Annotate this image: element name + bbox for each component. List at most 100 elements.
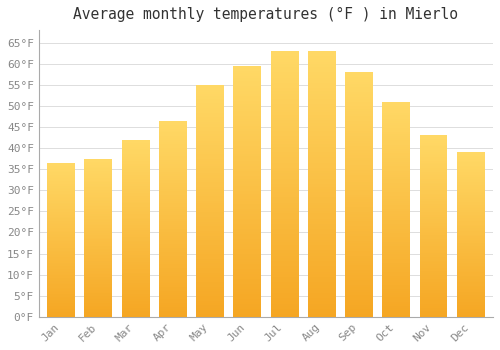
Bar	[382, 145, 410, 147]
Bar	[196, 173, 224, 175]
Bar	[420, 286, 448, 288]
Bar	[457, 261, 484, 262]
Bar	[47, 278, 75, 280]
Bar	[159, 278, 187, 280]
Bar	[196, 243, 224, 245]
Bar	[270, 158, 298, 160]
Bar	[420, 272, 448, 273]
Bar	[47, 300, 75, 301]
Bar	[420, 219, 448, 221]
Bar	[122, 207, 150, 209]
Bar	[457, 267, 484, 269]
Bar	[382, 155, 410, 158]
Bar	[270, 306, 298, 309]
Bar	[457, 284, 484, 286]
Bar	[308, 285, 336, 288]
Bar	[308, 192, 336, 195]
Bar	[345, 273, 373, 275]
Bar	[308, 62, 336, 64]
Bar	[234, 219, 262, 222]
Bar	[308, 224, 336, 226]
Bar	[308, 216, 336, 218]
Bar	[234, 66, 262, 68]
Bar	[84, 260, 112, 261]
Bar	[308, 78, 336, 80]
Bar	[270, 197, 298, 200]
Bar	[382, 119, 410, 121]
Bar	[308, 171, 336, 173]
Bar	[234, 276, 262, 279]
Bar	[270, 288, 298, 290]
Bar	[345, 106, 373, 109]
Bar	[47, 267, 75, 269]
Bar	[382, 315, 410, 317]
Bar	[457, 211, 484, 213]
Bar	[382, 291, 410, 293]
Bar	[345, 165, 373, 168]
Bar	[84, 266, 112, 268]
Bar	[382, 190, 410, 192]
Bar	[420, 288, 448, 289]
Bar	[345, 89, 373, 92]
Bar	[47, 198, 75, 200]
Bar	[308, 91, 336, 94]
Bar	[122, 253, 150, 255]
Bar	[382, 201, 410, 203]
Bar	[382, 310, 410, 313]
Bar	[159, 136, 187, 138]
Bar	[84, 253, 112, 255]
Bar	[47, 224, 75, 226]
Bar	[270, 240, 298, 243]
Bar	[420, 217, 448, 219]
Bar	[196, 178, 224, 180]
Bar	[234, 99, 262, 101]
Bar	[270, 64, 298, 67]
Bar	[196, 115, 224, 117]
Bar	[196, 308, 224, 310]
Bar	[270, 211, 298, 213]
Bar	[420, 137, 448, 139]
Bar	[345, 173, 373, 175]
Bar	[270, 102, 298, 104]
Bar	[270, 243, 298, 245]
Bar	[47, 298, 75, 300]
Bar	[457, 244, 484, 246]
Bar	[345, 155, 373, 158]
Bar	[196, 134, 224, 136]
Bar	[47, 309, 75, 311]
Bar	[122, 170, 150, 172]
Bar	[420, 224, 448, 226]
Bar	[457, 250, 484, 251]
Bar	[382, 138, 410, 140]
Bar	[196, 99, 224, 101]
Bar	[308, 128, 336, 131]
Bar	[47, 240, 75, 242]
Bar	[345, 197, 373, 199]
Bar	[345, 148, 373, 150]
Bar	[122, 209, 150, 211]
Bar	[345, 300, 373, 302]
Bar	[159, 287, 187, 289]
Bar	[47, 186, 75, 188]
Bar	[382, 304, 410, 306]
Bar	[84, 276, 112, 277]
Bar	[122, 186, 150, 188]
Bar	[308, 240, 336, 243]
Bar	[47, 243, 75, 244]
Bar	[308, 83, 336, 86]
Bar	[84, 246, 112, 247]
Bar	[234, 269, 262, 272]
Bar	[196, 136, 224, 138]
Bar	[196, 261, 224, 264]
Bar	[196, 257, 224, 259]
Bar	[159, 264, 187, 266]
Bar	[122, 143, 150, 145]
Bar	[308, 272, 336, 274]
Bar	[382, 140, 410, 142]
Bar	[308, 88, 336, 91]
Bar	[345, 222, 373, 224]
Bar	[196, 268, 224, 271]
Bar	[122, 145, 150, 147]
Bar	[457, 225, 484, 226]
Bar	[84, 288, 112, 290]
